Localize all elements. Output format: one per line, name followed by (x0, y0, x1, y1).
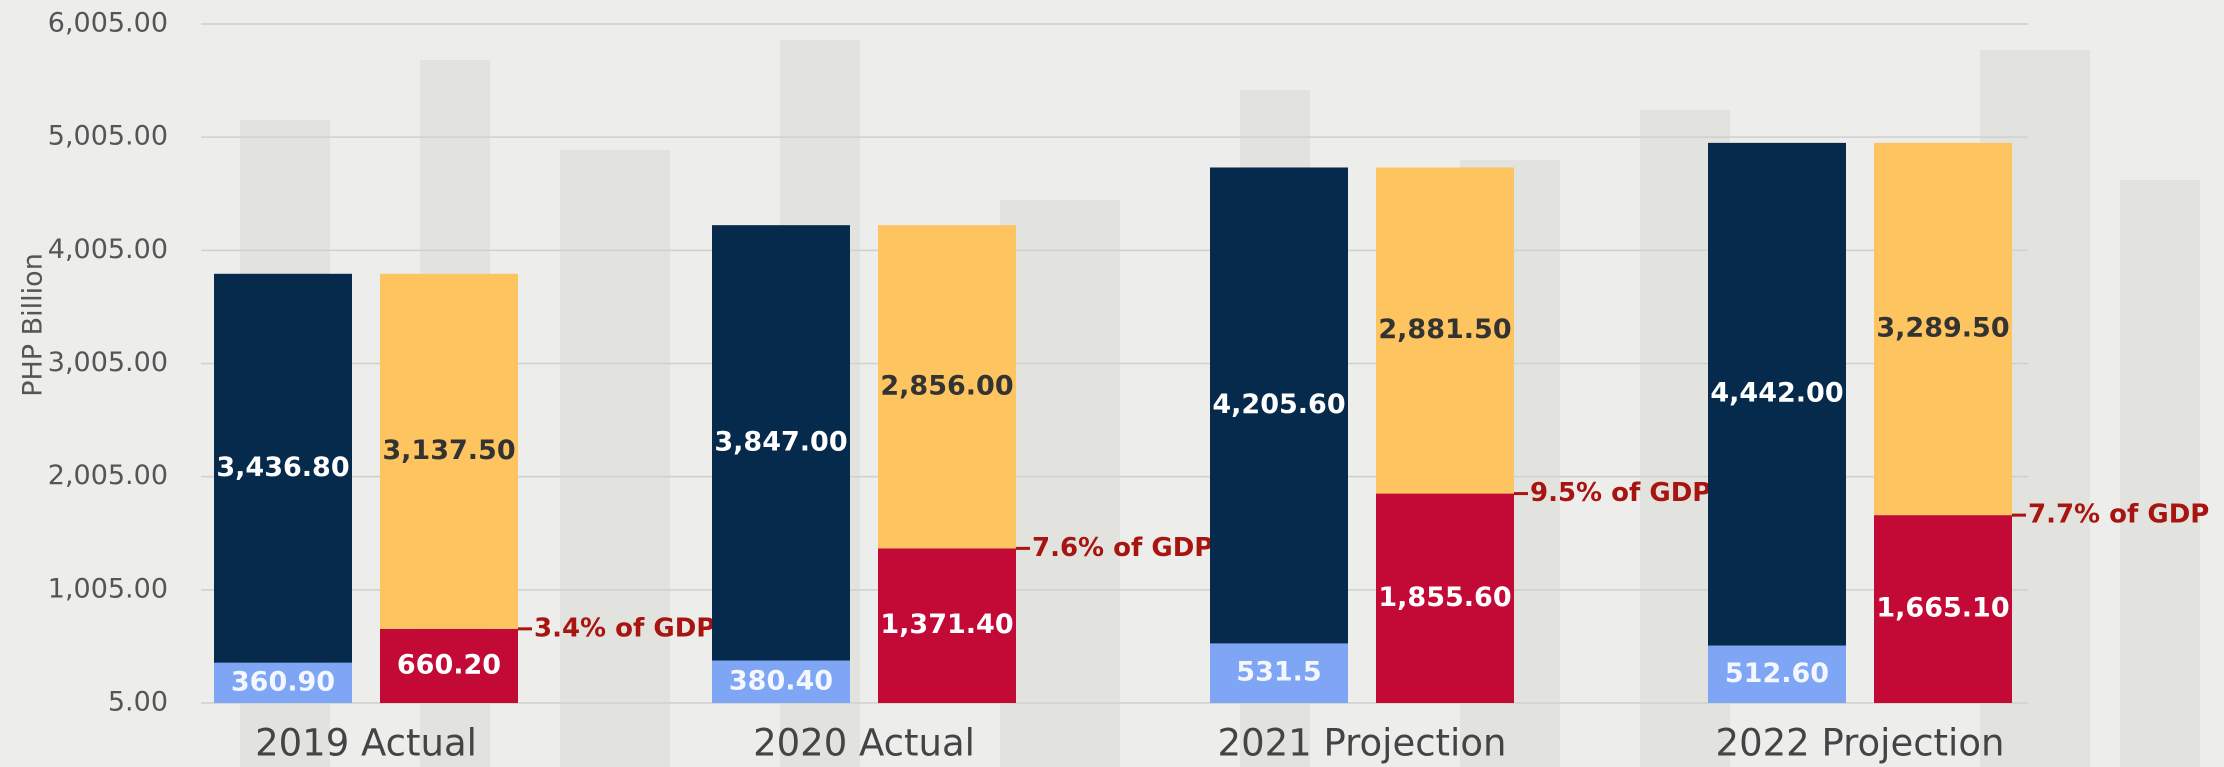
y-tick-label: 3,005.00 (48, 347, 168, 378)
y-tick-label: 2,005.00 (48, 460, 168, 491)
value-label: 531.5 (1236, 657, 1321, 688)
annotation: 3.4% of GDP (534, 613, 715, 643)
x-tick-label: 2020 Actual (753, 722, 975, 765)
value-label: 2,856.00 (880, 370, 1013, 401)
value-label: 1,665.10 (1876, 593, 2009, 624)
value-label: 3,137.50 (382, 435, 515, 466)
annotation: 9.5% of GDP (1530, 478, 1711, 508)
y-tick-label: 5,005.00 (48, 121, 168, 152)
x-tick-label: 2019 Actual (255, 722, 477, 765)
value-label: 4,205.60 (1212, 389, 1345, 420)
value-label: 1,371.40 (880, 609, 1013, 640)
annotation: 7.6% of GDP (1032, 533, 1213, 563)
annotation: 7.7% of GDP (2028, 500, 2209, 530)
value-label: 660.20 (397, 649, 501, 680)
y-tick-label: 5.00 (108, 687, 168, 718)
y-tick-label: 4,005.00 (48, 234, 168, 265)
value-label: 380.40 (729, 665, 833, 696)
value-label: 512.60 (1725, 658, 1829, 689)
y-tick-label: 1,005.00 (48, 573, 168, 604)
y-axis-title: PHP Billion (18, 253, 49, 397)
value-label: 4,442.00 (1710, 378, 1843, 409)
value-label: 1,855.60 (1378, 582, 1511, 613)
x-tick-label: 2021 Projection (1218, 722, 1507, 765)
value-label: 360.90 (231, 666, 335, 697)
x-tick-label: 2022 Projection (1716, 722, 2005, 765)
chart: PHP Billion 5.00 1,005.00 2,005.00 3,005.00… (0, 0, 2224, 767)
value-label: 3,847.00 (714, 426, 847, 457)
value-label: 2,881.50 (1378, 314, 1511, 345)
value-label: 3,289.50 (1876, 313, 2009, 344)
value-label: 3,436.80 (216, 452, 349, 483)
y-tick-label: 6,005.00 (48, 8, 168, 39)
